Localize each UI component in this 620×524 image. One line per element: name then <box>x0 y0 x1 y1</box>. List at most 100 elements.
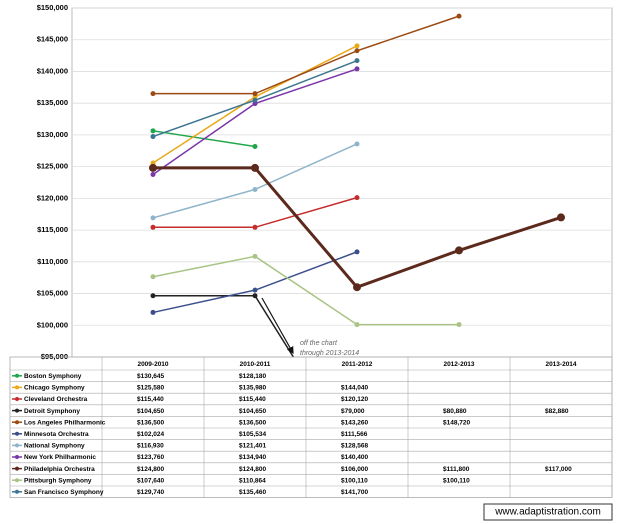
table-value: $106,000 <box>341 466 368 473</box>
legend-marker <box>15 455 19 459</box>
legend-label: Detroit Symphony <box>24 408 80 415</box>
data-point <box>149 163 157 172</box>
data-point <box>150 128 156 134</box>
table-value: $115,440 <box>239 396 266 403</box>
table-value: $130,645 <box>137 373 164 380</box>
legend-label: Los Angeles Philharmonic <box>24 419 106 426</box>
y-tick-label: $110,000 <box>37 257 68 266</box>
legend-label: Chicago Symphony <box>24 385 85 392</box>
annotation: through 2013-2014 <box>300 350 359 357</box>
legend-marker <box>15 420 19 425</box>
data-point <box>354 43 360 49</box>
y-tick-label: $130,000 <box>37 130 68 139</box>
table-value: $104,650 <box>137 408 164 415</box>
plot-area <box>71 7 613 358</box>
data-point <box>150 224 156 230</box>
table-value: $134,940 <box>239 454 266 461</box>
data-point <box>455 246 463 255</box>
data-point <box>252 186 258 192</box>
data-point <box>354 141 360 147</box>
data-point <box>354 58 360 64</box>
data-point <box>559 431 564 436</box>
data-point <box>354 66 360 72</box>
data-point <box>456 322 462 328</box>
table-value: $140,400 <box>341 454 368 461</box>
legend-label: Boston Symphony <box>24 373 82 380</box>
data-point <box>150 91 156 97</box>
table-value: $107,640 <box>137 477 164 484</box>
annotation-arrow <box>261 297 294 355</box>
legend-label: San Francisco Symphony <box>24 489 104 496</box>
data-point <box>150 134 156 140</box>
table-value: $128,568 <box>341 443 368 450</box>
series-line <box>153 15 460 95</box>
legend-marker <box>15 385 19 390</box>
legend-marker <box>15 466 19 471</box>
table-value: $136,500 <box>137 419 164 426</box>
table-value: $123,760 <box>137 454 164 461</box>
table-value: $141,700 <box>341 489 368 496</box>
data-point <box>252 143 258 149</box>
data-point <box>252 287 258 293</box>
table-value: $121,401 <box>239 443 266 450</box>
data-point <box>150 172 156 178</box>
data-point <box>354 195 360 201</box>
table-value: $102,024 <box>137 431 164 438</box>
legend-marker <box>15 373 19 378</box>
y-tick-label: $115,000 <box>37 225 68 234</box>
legend-label: National Symphony <box>24 443 85 450</box>
table-value: $124,800 <box>239 466 266 473</box>
y-tick-label: $105,000 <box>37 289 68 298</box>
data-point <box>353 283 361 292</box>
legend-marker <box>15 397 19 401</box>
table-value: $110,864 <box>239 477 266 484</box>
y-tick-label: $145,000 <box>37 35 68 44</box>
table-value: $115,440 <box>137 396 164 403</box>
data-point <box>557 213 565 222</box>
data-point <box>252 91 258 97</box>
table-value: $124,800 <box>137 466 164 473</box>
table-value: $105,534 <box>239 431 266 438</box>
legend-marker <box>15 489 19 494</box>
legend-marker <box>15 443 19 448</box>
y-tick-label: $95,000 <box>41 352 68 361</box>
data-point <box>150 274 156 280</box>
table-value: $148,720 <box>443 419 470 426</box>
table-value: $111,566 <box>341 431 368 438</box>
x-tick-label: 2010-2011 <box>240 361 271 368</box>
y-tick-label: $150,000 <box>37 3 68 12</box>
grid: $95,000 $100,000 $105,000 $110,000 $115,000 $… <box>37 3 612 361</box>
table-value: $104,650 <box>239 408 266 415</box>
table-value: $135,980 <box>239 385 266 392</box>
table-frame <box>9 356 613 499</box>
y-tick-label: $135,000 <box>37 98 68 107</box>
legend-label: New York Philharmonic <box>24 454 96 461</box>
table-value: $144,040 <box>341 385 368 392</box>
table-value: $79,000 <box>341 408 365 415</box>
source-box <box>483 503 613 521</box>
data-point <box>252 293 258 299</box>
table-value: $100,110 <box>443 477 470 484</box>
annotation: off the chart <box>300 340 338 347</box>
data-point <box>456 13 462 19</box>
legend-label: Pittsburgh Symphony <box>24 477 92 484</box>
legend-marker <box>15 478 19 483</box>
table-value: $80,880 <box>443 408 467 415</box>
data-table: 2009-2010 2010-2011 2011-2012 2012-2013 2013… <box>9 356 613 499</box>
data-point <box>354 249 360 255</box>
data-point <box>150 215 156 221</box>
table-value: $128,180 <box>239 373 266 380</box>
table-value: $117,000 <box>545 466 572 473</box>
y-tick-label: $120,000 <box>37 193 68 202</box>
y-tick-label: $140,000 <box>37 66 68 75</box>
table-value: $116,930 <box>137 443 164 450</box>
series-line <box>153 295 295 357</box>
legend-label: Cleveland Orchestra <box>24 396 88 403</box>
source: www.adaptistration.com <box>494 507 601 518</box>
data-point <box>354 322 360 328</box>
table-value: $100,110 <box>341 477 368 484</box>
lines <box>149 13 565 436</box>
data-point <box>252 97 258 103</box>
legend-marker <box>15 408 19 413</box>
